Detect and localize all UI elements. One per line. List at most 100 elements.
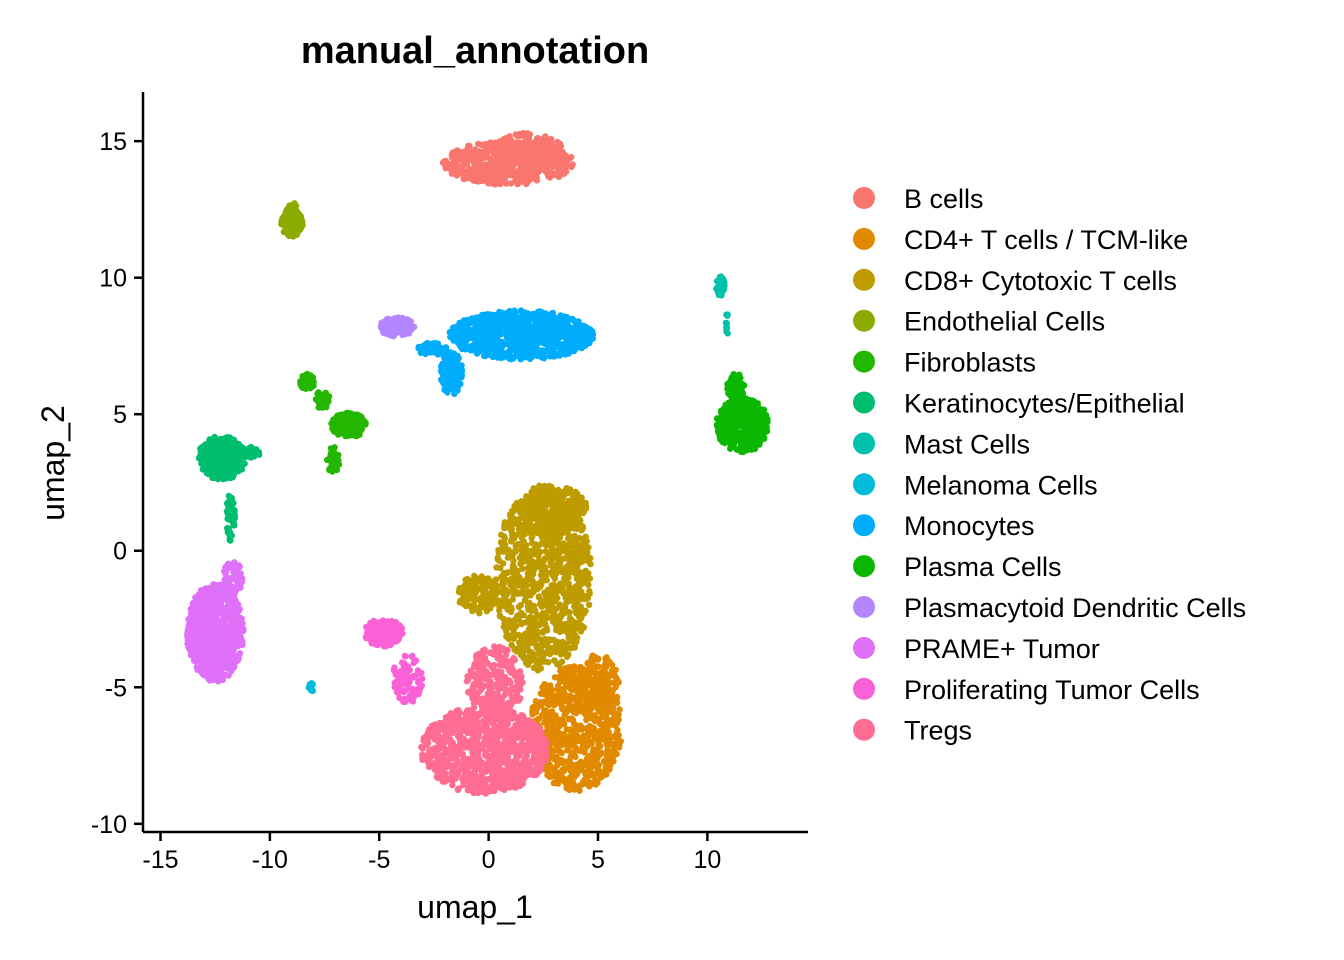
data-point <box>512 615 520 622</box>
data-point <box>577 517 584 524</box>
data-point <box>511 583 518 590</box>
data-point <box>226 537 234 544</box>
data-point <box>586 772 593 779</box>
data-point <box>228 436 236 443</box>
data-point <box>537 494 545 501</box>
data-point <box>536 499 543 506</box>
data-point <box>505 151 513 159</box>
data-point <box>602 712 610 719</box>
data-point <box>464 168 471 175</box>
data-point <box>528 175 536 182</box>
data-point <box>546 684 554 691</box>
data-point <box>317 392 324 399</box>
data-point <box>454 387 461 394</box>
data-point <box>525 551 532 559</box>
data-point <box>603 654 610 662</box>
data-point <box>455 381 462 388</box>
series-7-points <box>305 680 316 695</box>
data-point <box>549 550 556 558</box>
data-point <box>587 723 594 730</box>
data-point <box>594 656 601 663</box>
data-point <box>452 148 459 155</box>
data-point <box>520 129 527 137</box>
data-point <box>519 350 526 357</box>
data-point <box>542 712 549 719</box>
data-point <box>541 635 549 643</box>
data-point <box>572 666 579 673</box>
data-point <box>577 698 584 706</box>
data-point <box>508 327 516 334</box>
data-point <box>505 135 512 142</box>
data-point <box>561 665 569 672</box>
data-point <box>515 142 523 150</box>
data-point <box>469 604 477 612</box>
data-point <box>553 693 560 700</box>
data-point <box>581 705 589 712</box>
data-point <box>539 568 547 575</box>
data-point <box>516 643 524 650</box>
data-point <box>507 348 514 355</box>
data-point <box>601 730 608 738</box>
data-point <box>223 468 230 475</box>
data-point <box>497 164 504 171</box>
data-point <box>572 488 579 496</box>
data-point <box>476 585 484 592</box>
data-point <box>299 219 306 226</box>
data-point <box>465 335 472 342</box>
data-point <box>600 768 607 775</box>
data-point <box>458 374 465 381</box>
data-point <box>528 155 535 162</box>
data-point <box>723 311 730 318</box>
data-point <box>290 203 297 210</box>
data-point <box>601 677 608 685</box>
data-point <box>538 580 545 587</box>
data-point <box>532 618 539 626</box>
data-point <box>565 716 572 723</box>
data-point <box>555 164 562 171</box>
data-point <box>612 722 619 729</box>
data-point <box>535 352 542 359</box>
data-point <box>524 575 531 582</box>
data-point <box>225 492 233 500</box>
data-point <box>546 722 553 730</box>
data-point <box>579 580 586 587</box>
data-point <box>573 535 580 542</box>
data-point <box>545 587 552 594</box>
data-point <box>558 496 566 503</box>
data-point <box>589 748 597 755</box>
data-point <box>493 564 500 571</box>
data-point <box>564 156 571 163</box>
data-point <box>514 180 521 188</box>
data-point <box>587 711 594 718</box>
data-point <box>223 450 230 457</box>
data-point <box>572 606 579 613</box>
data-point <box>487 158 494 165</box>
data-point <box>556 561 564 568</box>
data-point <box>482 352 489 360</box>
data-point <box>554 780 562 787</box>
data-point <box>602 707 610 714</box>
data-point <box>524 603 532 610</box>
data-point <box>229 498 236 506</box>
data-point <box>492 150 500 157</box>
data-point <box>489 180 496 187</box>
data-point <box>518 160 526 168</box>
data-point <box>489 169 496 176</box>
data-point <box>599 688 606 695</box>
data-point <box>494 345 502 353</box>
data-point <box>520 538 527 545</box>
data-point <box>594 715 602 723</box>
data-point <box>455 154 462 162</box>
data-point <box>229 441 237 449</box>
data-point <box>479 141 486 148</box>
data-point <box>501 146 508 153</box>
data-point <box>530 625 538 632</box>
data-point <box>306 681 313 688</box>
data-point <box>566 509 573 517</box>
data-point <box>558 691 565 698</box>
data-point <box>557 756 565 764</box>
data-point <box>585 581 592 588</box>
data-point <box>230 450 238 457</box>
data-point <box>608 661 616 669</box>
